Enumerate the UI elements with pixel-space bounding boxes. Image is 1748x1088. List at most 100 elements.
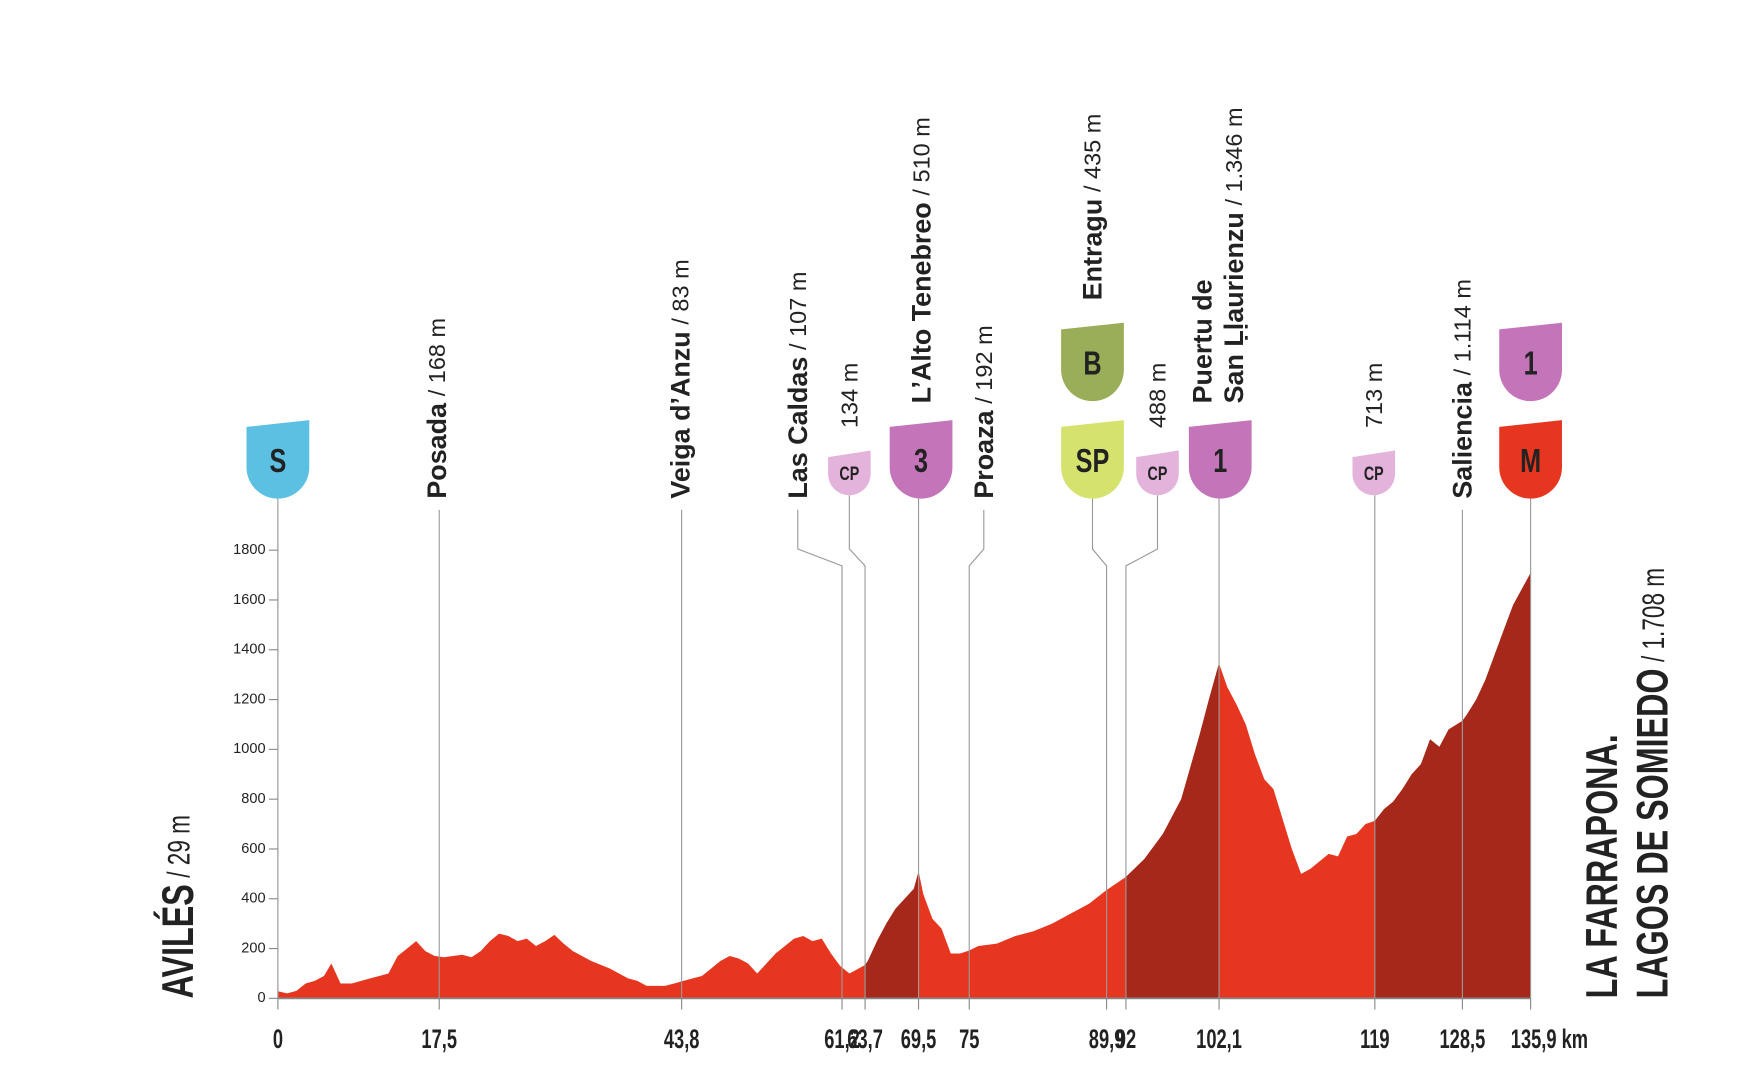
- waypoint-name: L’Alto Tenebreo: [906, 202, 936, 403]
- y-tick-label: 1600: [233, 592, 265, 608]
- leader-line: [797, 509, 843, 999]
- icon: CP: [1136, 450, 1179, 496]
- icon: 1: [1499, 322, 1562, 402]
- x-tick-label: 128,5: [1440, 1023, 1486, 1053]
- waypoint-name: Posada: [422, 402, 452, 499]
- waypoint-label: Entragu / 435 m: [1078, 114, 1108, 301]
- icon-label: CP: [1148, 463, 1168, 484]
- waypoint-altitude: / 192 m: [971, 325, 997, 403]
- icon-label: S: [269, 443, 286, 480]
- y-tick-label: 1000: [233, 741, 265, 757]
- waypoint-name: Proaza: [969, 409, 999, 498]
- icon-shield: [1136, 450, 1179, 496]
- icon-shield: [1352, 450, 1396, 496]
- y-tick-label: 1800: [233, 542, 265, 558]
- leader-line: [968, 509, 985, 999]
- waypoint-name: Saliencia: [1448, 381, 1478, 499]
- icon: M: [1499, 420, 1562, 499]
- x-tick-label: 89,9: [1089, 1023, 1125, 1053]
- x-tick-label: 17,5: [421, 1023, 457, 1053]
- x-tick-label: 102,1: [1196, 1023, 1242, 1053]
- icon: B: [1061, 322, 1124, 402]
- x-tick-label: 61,2: [824, 1023, 860, 1053]
- waypoint-altitude: / 168 m: [424, 318, 450, 396]
- icon-label: CP: [1364, 463, 1384, 484]
- icon-shield: [1061, 322, 1124, 402]
- y-tick-label: 1200: [233, 691, 265, 707]
- x-tick-label: 119: [1360, 1023, 1389, 1053]
- waypoint-altitude: / 83 m: [668, 259, 694, 324]
- waypoint-name: Entragu: [1078, 199, 1108, 301]
- icon-label: 3: [914, 443, 928, 480]
- waypoint-label: 134 m: [837, 363, 863, 428]
- start-label-part: AVILÉS: [153, 884, 203, 998]
- waypoint-label: Puertu de: [1188, 279, 1218, 403]
- waypoint-label: Posada / 168 m: [422, 318, 452, 499]
- x-tick-label: 135,9 km: [1511, 1023, 1588, 1053]
- waypoint-altitude: 488 m: [1145, 363, 1171, 428]
- icon-label: CP: [839, 463, 859, 484]
- climb-area: [865, 871, 919, 999]
- finish-label-part: LA FARRAPONA.: [1578, 734, 1627, 998]
- finish-label-part: LAGOS DE SOMIEDO: [1629, 668, 1678, 998]
- waypoint-label: San Ḷḷaurienzu / 1.346 m: [1219, 107, 1249, 403]
- waypoint-altitude: 713 m: [1361, 363, 1387, 428]
- climb-area: [1374, 573, 1531, 999]
- waypoint-name: Las Caldas: [783, 357, 813, 499]
- y-tick-label: 1400: [233, 642, 265, 658]
- y-tick-label: 400: [241, 891, 265, 907]
- icon: 3: [889, 420, 953, 499]
- icon-shield: [1061, 420, 1124, 499]
- waypoint-name: Puertu de: [1188, 279, 1218, 403]
- y-tick-label: 800: [241, 791, 265, 807]
- waypoint-label: Veiga d’Anzu / 83 m: [666, 259, 696, 498]
- x-tick-label: 75: [959, 1023, 980, 1053]
- waypoint-label: Saliencia / 1.114 m: [1448, 279, 1478, 499]
- icon: 1: [1188, 420, 1252, 499]
- icon-label: M: [1520, 443, 1541, 480]
- start-label-part: / 29 m: [161, 815, 197, 878]
- leader-line: [848, 495, 866, 999]
- x-tick-label: 63,7: [847, 1023, 883, 1053]
- waypoint-altitude: / 107 m: [785, 272, 811, 350]
- y-tick-label: 200: [241, 940, 265, 956]
- x-tick-label: 92: [1116, 1023, 1136, 1053]
- waypoint-label: 488 m: [1145, 363, 1171, 428]
- finish-label: LA FARRAPONA.: [1578, 734, 1627, 998]
- icon-label: B: [1083, 345, 1101, 382]
- waypoint-name: San Ḷḷaurienzu: [1219, 212, 1249, 403]
- icon-shield: [889, 420, 953, 499]
- waypoint-label: 713 m: [1361, 363, 1387, 428]
- leader-line: [1091, 498, 1108, 999]
- x-tick-label: 43,8: [664, 1023, 700, 1053]
- icon-label: 1: [1524, 345, 1538, 382]
- y-tick-label: 600: [241, 841, 265, 857]
- finish-label-part: / 1.708 m: [1636, 568, 1672, 662]
- icon-shield: [828, 450, 871, 496]
- icon: SP: [1061, 420, 1124, 499]
- waypoint-altitude: / 1.114 m: [1450, 279, 1476, 375]
- x-tick-label: 69,5: [901, 1023, 937, 1053]
- waypoint-altitude: / 510 m: [909, 117, 935, 195]
- leader-line: [1125, 495, 1159, 999]
- icon-shield: [1499, 420, 1562, 499]
- icon-label: SP: [1076, 443, 1110, 480]
- waypoint-label: L’Alto Tenebreo / 510 m: [906, 117, 936, 403]
- icon-shield: [246, 420, 310, 499]
- waypoint-altitude: / 435 m: [1080, 114, 1106, 192]
- climb-area: [1125, 663, 1220, 999]
- finish-label: LAGOS DE SOMIEDO / 1.708 m: [1629, 568, 1678, 998]
- start-label: AVILÉS / 29 m: [153, 815, 203, 998]
- waypoint-name: Veiga d’Anzu: [666, 331, 696, 498]
- waypoint-label: Las Caldas / 107 m: [783, 272, 813, 499]
- icon-shield: [1188, 420, 1252, 499]
- y-tick-label: 0: [257, 990, 265, 1006]
- waypoint-label: Proaza / 192 m: [969, 325, 999, 498]
- icon-label: 1: [1213, 443, 1227, 480]
- icon-shield: [1499, 322, 1562, 402]
- icon: CP: [828, 450, 871, 496]
- waypoint-altitude: / 1.346 m: [1221, 107, 1247, 205]
- waypoint-altitude: 134 m: [837, 363, 863, 428]
